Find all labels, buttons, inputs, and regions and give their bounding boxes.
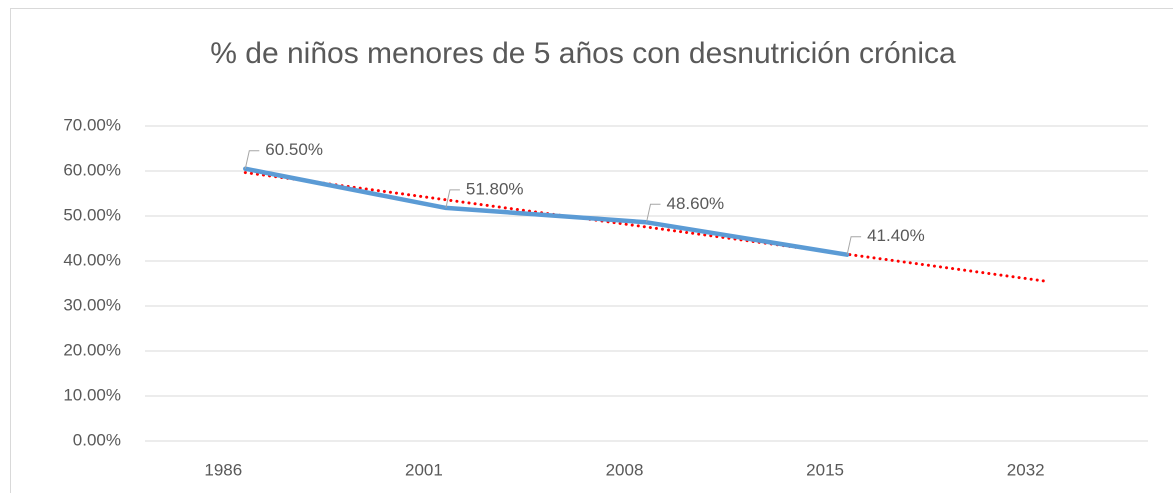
trendline bbox=[243, 171, 1050, 283]
series-line bbox=[243, 166, 850, 257]
y-tick-label: 60.00% bbox=[63, 160, 121, 179]
x-tick-label: 2001 bbox=[405, 460, 443, 479]
y-tick-label: 20.00% bbox=[63, 340, 121, 359]
label-leader bbox=[846, 236, 862, 255]
x-tick-label: 2015 bbox=[806, 460, 844, 479]
chart-frame bbox=[10, 8, 1173, 493]
x-tick-label: 1986 bbox=[204, 460, 242, 479]
data-label: 60.50% bbox=[265, 140, 323, 159]
y-tick-label: 50.00% bbox=[63, 205, 121, 224]
data-label: 48.60% bbox=[667, 194, 725, 213]
x-tick-label: 2032 bbox=[1007, 460, 1045, 479]
label-leader bbox=[244, 150, 260, 169]
x-tick-label: 2008 bbox=[606, 460, 644, 479]
y-tick-label: 10.00% bbox=[63, 385, 121, 404]
label-leader bbox=[445, 189, 460, 209]
y-tick-label: 0.00% bbox=[73, 430, 121, 449]
y-tick-label: 40.00% bbox=[63, 250, 121, 269]
y-tick-label: 30.00% bbox=[63, 295, 121, 314]
data-label: 41.40% bbox=[867, 226, 925, 245]
y-tick-label: 70.00% bbox=[63, 115, 121, 134]
chart-title: % de niños menores de 5 años con desnutr… bbox=[210, 37, 956, 70]
data-label: 51.80% bbox=[466, 179, 524, 198]
label-leader bbox=[646, 203, 661, 223]
